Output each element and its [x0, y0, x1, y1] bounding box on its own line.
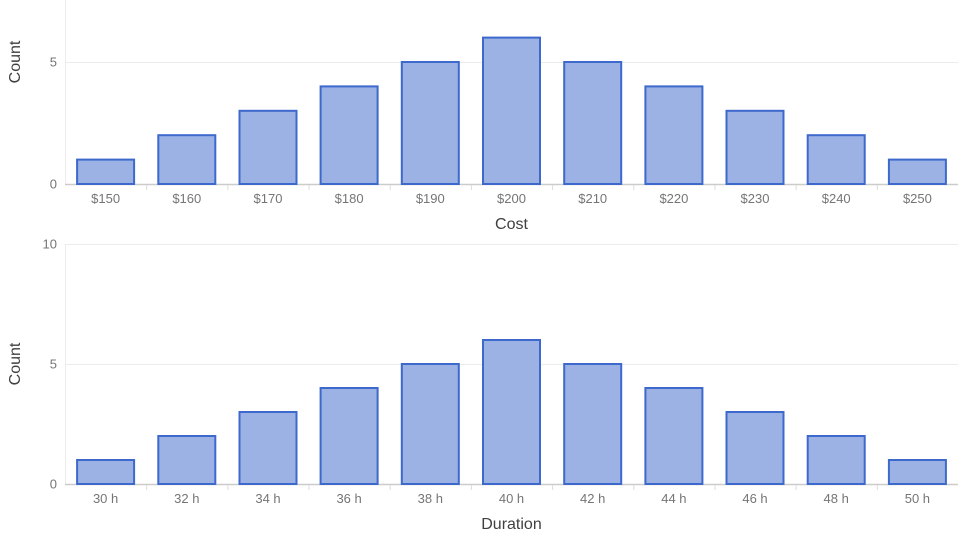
bar-40h[interactable] [482, 339, 541, 485]
x-tick-label: 50 h [905, 491, 930, 506]
x-tick-label: $230 [741, 191, 770, 206]
duration-histogram-chart: 0 5 10 30 h 32 h 34 h 36 h 38 h 40 h 42 h 44 h 46 h… [0, 237, 966, 537]
y-tick-label-5: 5 [50, 357, 57, 372]
x-tick-label: 30 h [93, 491, 118, 506]
y-axis-title: Count [7, 342, 24, 385]
bar-$210[interactable] [563, 61, 623, 185]
x-tick-label: $160 [172, 191, 201, 206]
y-tick-label-0: 0 [50, 477, 57, 492]
bar-30h[interactable] [76, 459, 136, 485]
duration-histogram-svg: 0 5 10 30 h 32 h 34 h 36 h 38 h 40 h 42 h 44 h 46 h… [7, 237, 958, 533]
y-axis-title: Count [7, 40, 24, 83]
y-tick-label-10: 10 [43, 237, 57, 252]
bar-38h[interactable] [400, 363, 460, 485]
bar-42h[interactable] [563, 363, 623, 485]
bar-$190[interactable] [400, 61, 460, 185]
x-tick-label: 46 h [742, 491, 767, 506]
bar-$240[interactable] [806, 134, 866, 185]
x-tick-label: $170 [254, 191, 283, 206]
x-tick-label: 32 h [174, 491, 199, 506]
x-tick-label: $180 [335, 191, 364, 206]
bar-$200[interactable] [482, 36, 541, 185]
x-tick-label: $190 [416, 191, 445, 206]
bar-34h[interactable] [238, 411, 298, 485]
x-tick-label: 36 h [336, 491, 361, 506]
x-tick-label: $210 [578, 191, 607, 206]
bar-44h[interactable] [644, 387, 704, 485]
bar-32h[interactable] [157, 435, 217, 485]
x-tick-label: $150 [91, 191, 120, 206]
x-tick-label: $250 [903, 191, 932, 206]
bar-$170[interactable] [238, 109, 298, 185]
cost-histogram-svg: 0 5 $150 $160 $170 $180 $190 $200 $210 $220 $230 $2… [7, 0, 958, 233]
x-tick-label: 48 h [824, 491, 849, 506]
bar-50h[interactable] [887, 459, 947, 485]
bar-$230[interactable] [725, 109, 785, 185]
x-tick-label: 34 h [255, 491, 280, 506]
bar-$180[interactable] [319, 85, 379, 185]
bar-36h[interactable] [319, 387, 379, 485]
x-tick-label: $240 [822, 191, 851, 206]
x-axis-title: Duration [481, 516, 541, 533]
y-tick-label-5: 5 [50, 55, 57, 70]
bar-48h[interactable] [806, 435, 866, 485]
x-axis-title: Cost [495, 216, 528, 233]
x-tick-label: 42 h [580, 491, 605, 506]
x-tick-label: 38 h [418, 491, 443, 506]
bar-46h[interactable] [725, 411, 785, 485]
bar-$150[interactable] [76, 158, 136, 186]
y-tick-label-0: 0 [50, 177, 57, 192]
bar-$160[interactable] [157, 134, 217, 185]
bar-$220[interactable] [644, 85, 704, 185]
bar-$250[interactable] [887, 158, 947, 186]
x-tick-label: 40 h [499, 491, 524, 506]
cost-histogram-chart: 0 5 $150 $160 $170 $180 $190 $200 $210 $220 $230 $2… [0, 0, 966, 237]
x-tick-label: 44 h [661, 491, 686, 506]
x-tick-label: $200 [497, 191, 526, 206]
x-tick-label: $220 [659, 191, 688, 206]
